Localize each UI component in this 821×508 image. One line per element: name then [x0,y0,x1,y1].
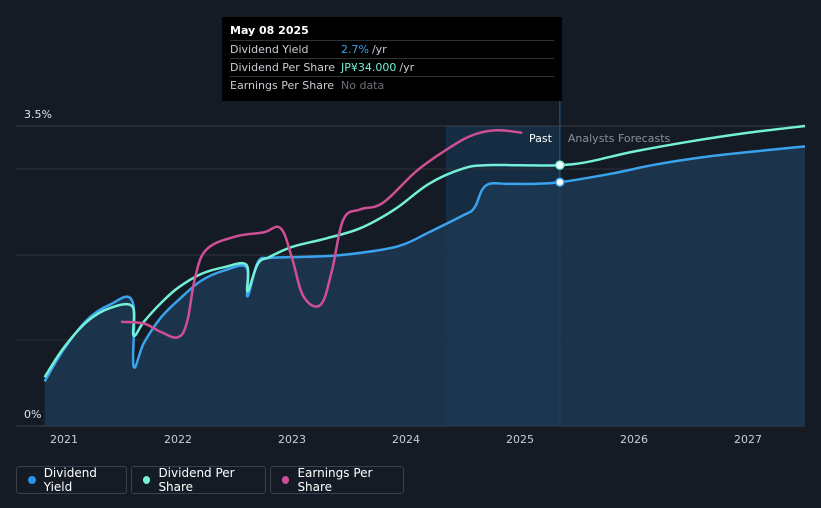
tooltip-row-dividend-per-share: Dividend Per Share JP¥34.000 /yr [230,58,554,76]
earnings-per-share-line [120,129,523,339]
legend-item-earnings-per-share[interactable]: Earnings Per Share [270,466,404,494]
tooltip-label: Earnings Per Share [230,79,335,92]
tooltip-unit: /yr [371,43,387,56]
legend-label: Dividend Per Share [158,466,235,494]
x-tick-label: 2024 [392,433,420,446]
tooltip-unit: /yr [399,61,415,74]
tooltip: May 08 2025 Dividend Yield 2.7% /yr Divi… [222,17,562,101]
y-tick-label-bottom: 0% [24,408,41,421]
legend-label: Earnings Per Share [297,466,373,494]
hover-marker [555,177,565,187]
tooltip-date: May 08 2025 [230,24,309,37]
x-tick-label: 2023 [278,433,306,446]
tooltip-value: No data [341,79,385,92]
tooltip-label: Dividend Per Share [230,61,336,74]
legend-label: Dividend Yield [43,466,97,494]
y-tick-label-top: 3.5% [24,108,52,121]
legend-dot-icon [143,476,151,484]
legend-item-dividend-per-share[interactable]: Dividend Per Share [131,466,266,494]
tooltip-row-earnings-per-share: Earnings Per Share No data [230,76,554,94]
tooltip-label: Dividend Yield [230,43,309,56]
x-tick-label: 2021 [50,433,78,446]
legend-item-dividend-yield[interactable]: Dividend Yield [16,466,127,494]
hover-marker [555,160,565,170]
tooltip-row-dividend-yield: Dividend Yield 2.7% /yr [230,40,554,58]
tooltip-value: 2.7% [341,43,369,56]
x-tick-label: 2025 [506,433,534,446]
dividend-per-share-line [43,124,806,378]
x-tick-label: 2022 [164,433,192,446]
legend-dot-icon [282,476,290,484]
x-tick-label: 2027 [734,433,762,446]
hover-markers [555,160,565,187]
forecast-label: Analysts Forecasts [568,132,671,145]
past-label: Past [529,132,553,145]
x-axis-ticks: 2021 2022 2023 2024 2025 2026 2027 [50,433,762,446]
x-tick-label: 2026 [620,433,648,446]
dividend-yield-area [44,146,806,426]
legend-dot-icon [28,476,36,484]
tooltip-value: JP¥34.000 [341,61,397,74]
